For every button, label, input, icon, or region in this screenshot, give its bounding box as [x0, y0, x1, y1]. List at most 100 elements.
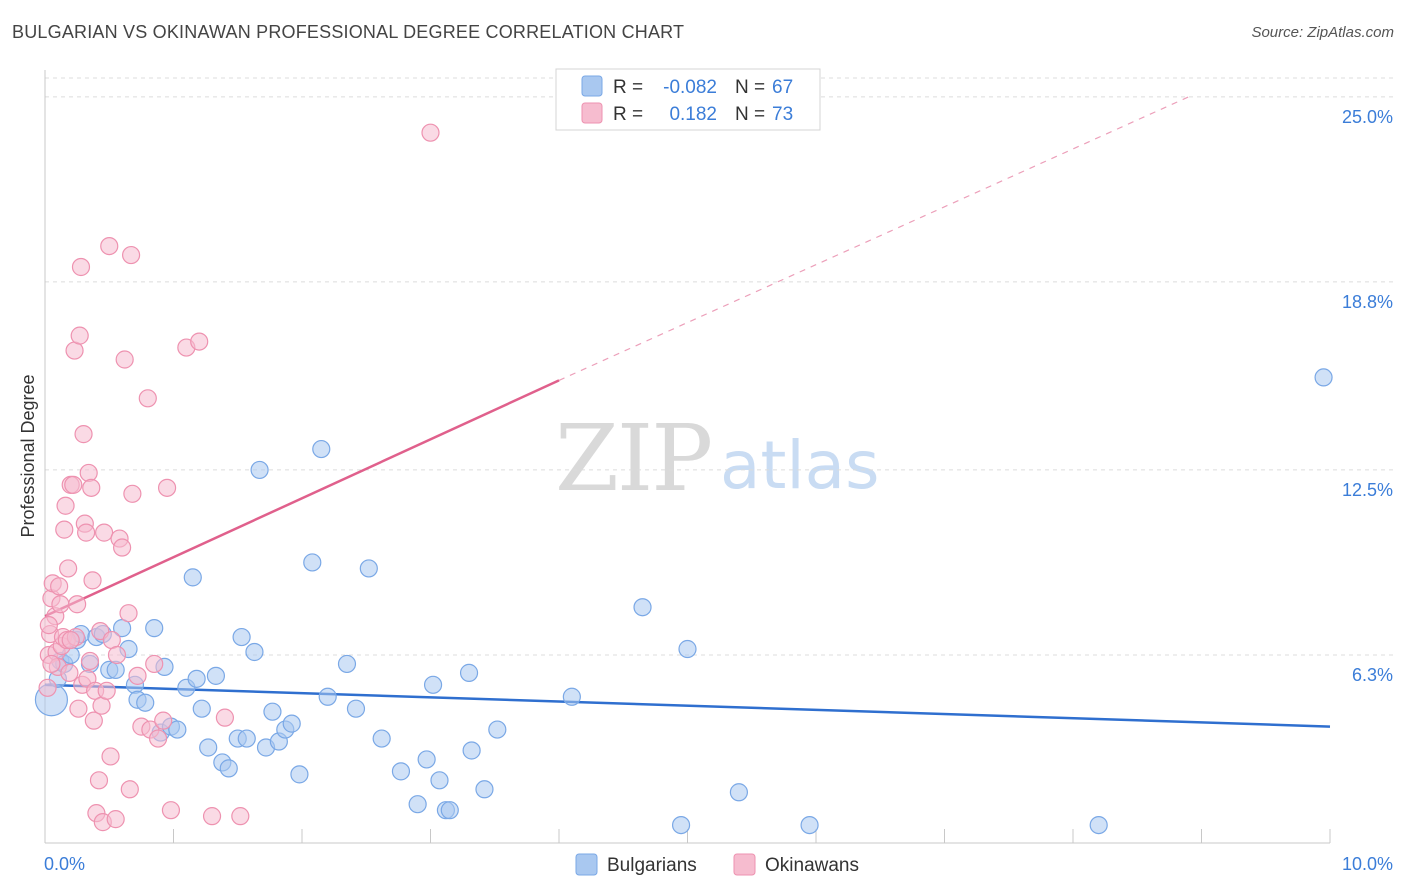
y-tick-label: 6.3%: [1352, 665, 1393, 685]
series-legend: Bulgarians Okinawans: [575, 853, 859, 876]
watermark-zip: ZIP: [555, 405, 711, 512]
okinawans-point: [74, 425, 93, 444]
legend-n-value-2: 73: [772, 104, 793, 125]
okinawans-point: [79, 463, 98, 483]
okinawans-point: [38, 678, 57, 697]
stats-legend: R = -0.082 N = 67 R = 0.182 N = 73: [555, 68, 821, 131]
okinawans-point: [202, 807, 222, 826]
bulgarians-point: [312, 439, 331, 459]
okinawans-point: [51, 595, 70, 614]
bulgarians-point: [391, 762, 411, 781]
source-label: Source: ZipAtlas.com: [1251, 24, 1394, 41]
legend-n-label-1: N =: [735, 77, 765, 98]
okinawans-point: [112, 538, 132, 557]
bulgarians-point: [245, 642, 264, 662]
x-tick-label: 10.0%: [1342, 854, 1393, 874]
bulgarians-point: [408, 795, 427, 814]
bulgarians-point: [729, 783, 749, 802]
bottom-legend-bulgarians: Bulgarians: [607, 855, 697, 876]
bulgarians-point: [136, 693, 155, 712]
bulgarians-point: [168, 720, 187, 739]
bulgarians-point: [282, 714, 301, 733]
bulgarians-point: [303, 553, 322, 572]
okinawans-point: [101, 747, 120, 766]
okinawans-points: [38, 123, 440, 832]
okinawans-point: [97, 681, 116, 700]
okinawans-point: [148, 729, 168, 748]
bulgarians-point: [263, 702, 282, 721]
okinawans-point: [120, 780, 139, 799]
bulgarians-point: [633, 598, 652, 617]
bulgarians-point: [430, 771, 449, 790]
trend-lines: [44, 96, 1331, 728]
bulgarians-point: [199, 738, 218, 757]
okinawans-point: [138, 389, 157, 408]
y-axis-label: Professional Degree: [18, 374, 38, 537]
okinawans-point: [145, 654, 164, 674]
bulgarians-point: [237, 729, 256, 748]
okinawans-point: [77, 523, 96, 542]
okinawans-point: [115, 350, 134, 369]
okinawans-point: [89, 771, 109, 790]
chart-title: BULGARIAN VS OKINAWAN PROFESSIONAL DEGRE…: [12, 22, 685, 42]
bulgarians-point: [290, 765, 309, 784]
y-tick-label: 25.0%: [1342, 107, 1393, 127]
okinawans-point: [128, 666, 147, 685]
okinawans-point: [82, 478, 101, 497]
legend-r-value-1: -0.082: [663, 77, 717, 98]
bulgarians-point: [1314, 368, 1333, 387]
watermark-atlas: atlas: [720, 427, 880, 504]
y-tick-label: 18.8%: [1342, 292, 1393, 312]
bulgarians-point: [206, 666, 226, 685]
okinawans-point: [61, 630, 80, 650]
x-tick-label: 0.0%: [44, 854, 85, 874]
bottom-legend-okinawans: Okinawans: [765, 855, 859, 876]
y-tick-label: 12.5%: [1342, 480, 1393, 500]
okinawans-point: [83, 571, 102, 590]
okinawans-point: [70, 326, 89, 345]
okinawans-point: [71, 257, 91, 277]
okinawans-point: [157, 478, 177, 497]
axes: [44, 70, 1331, 844]
okinawans-point: [64, 475, 83, 494]
okinawans-point: [95, 523, 114, 542]
okinawans-point: [80, 651, 100, 671]
okinawans-point: [50, 577, 69, 596]
bulgarians-point: [1089, 815, 1108, 835]
legend-n-label-2: N =: [735, 104, 765, 125]
legend-swatch-okinawans: [581, 102, 603, 124]
okinawans-point: [42, 654, 61, 674]
bottom-legend-swatch-bulgarians: [575, 853, 598, 876]
okinawans-point: [215, 708, 234, 727]
bulgarians-point: [183, 568, 202, 587]
bulgarians-point: [318, 687, 337, 706]
okinawans-point: [161, 801, 181, 820]
okinawans-point: [190, 332, 209, 351]
bulgarians-point: [678, 639, 697, 659]
bulgarians-point: [562, 687, 581, 706]
okinawans-point: [119, 604, 138, 623]
bulgarians-point: [187, 669, 206, 688]
bulgarians-point: [440, 801, 459, 820]
okinawans-point: [69, 699, 88, 718]
okinawans-point: [84, 711, 103, 730]
bulgarians-point: [337, 654, 357, 674]
okinawans-point: [231, 807, 250, 826]
okinawans-point: [106, 810, 125, 829]
bulgarians-point: [359, 559, 378, 578]
legend-r-label-2: R =: [613, 104, 643, 125]
okinawans-point: [100, 236, 119, 256]
bulgarians-point: [488, 720, 507, 739]
okinawans-point: [421, 123, 440, 142]
bulgarians-point: [671, 815, 691, 835]
bottom-legend-swatch-okinawans: [733, 853, 756, 876]
bulgarians-point: [423, 675, 443, 694]
bulgarians-point: [417, 750, 436, 769]
bulgarians-point: [800, 815, 819, 835]
tick-labels: 6.3% 12.5% 18.8% 25.0% 0.0% 10.0%: [44, 107, 1393, 874]
okinawans-trend-extension: [558, 96, 1189, 381]
okinawans-point: [68, 595, 87, 614]
okinawans-point: [107, 645, 127, 665]
bulgarians-point: [346, 699, 366, 718]
